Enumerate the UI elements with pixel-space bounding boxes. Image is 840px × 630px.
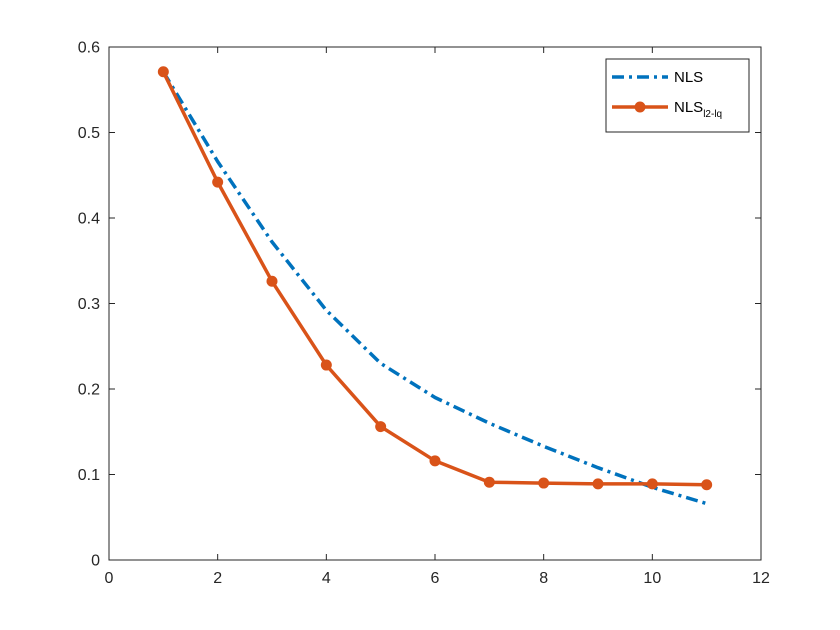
legend-label-subscript: -l xyxy=(711,109,717,120)
y-axis: 0 0.1 0.2 0.3 0.4 0.5 0.6 xyxy=(78,40,761,570)
data-point xyxy=(646,478,658,490)
series-layer xyxy=(157,66,713,506)
data-point xyxy=(320,359,332,371)
y-tick-label: 0.2 xyxy=(78,382,100,399)
x-tick-label: 0 xyxy=(105,570,114,587)
data-point xyxy=(483,476,495,488)
y-tick-label: 0.4 xyxy=(78,211,100,228)
data-point xyxy=(157,66,169,78)
x-tick-label: 12 xyxy=(752,570,770,587)
x-tick-label: 10 xyxy=(643,570,661,587)
y-tick-label: 0 xyxy=(91,553,100,570)
legend-label-1: NLS xyxy=(674,69,703,86)
x-tick-label: 4 xyxy=(322,570,331,587)
data-point xyxy=(429,455,441,467)
data-point xyxy=(592,478,604,490)
legend-label-subscript: q xyxy=(717,109,723,120)
y-tick-label: 0.3 xyxy=(78,296,100,313)
legend-label-subscript: 2 xyxy=(705,109,711,120)
y-tick-label: 0.5 xyxy=(78,125,100,142)
data-point xyxy=(375,421,387,433)
legend-label-main: NLS xyxy=(674,69,703,86)
data-point xyxy=(538,477,550,489)
legend-label-subscript: l xyxy=(703,109,705,120)
data-point xyxy=(212,176,224,188)
y-tick-label: 0.6 xyxy=(78,40,100,57)
data-point xyxy=(266,275,278,287)
x-axis: 0 2 4 6 8 10 12 xyxy=(105,47,770,587)
y-tick-label: 0.1 xyxy=(78,467,100,484)
x-tick-label: 2 xyxy=(213,570,222,587)
legend-label-main: NLS xyxy=(674,99,703,116)
legend-label-2: NLSl2-lq xyxy=(674,99,722,120)
legend-marker xyxy=(634,101,646,113)
x-tick-label: 8 xyxy=(539,570,548,587)
data-point xyxy=(701,479,713,491)
x-tick-label: 6 xyxy=(431,570,440,587)
legend-box xyxy=(605,58,750,133)
series-line-1 xyxy=(161,70,708,506)
